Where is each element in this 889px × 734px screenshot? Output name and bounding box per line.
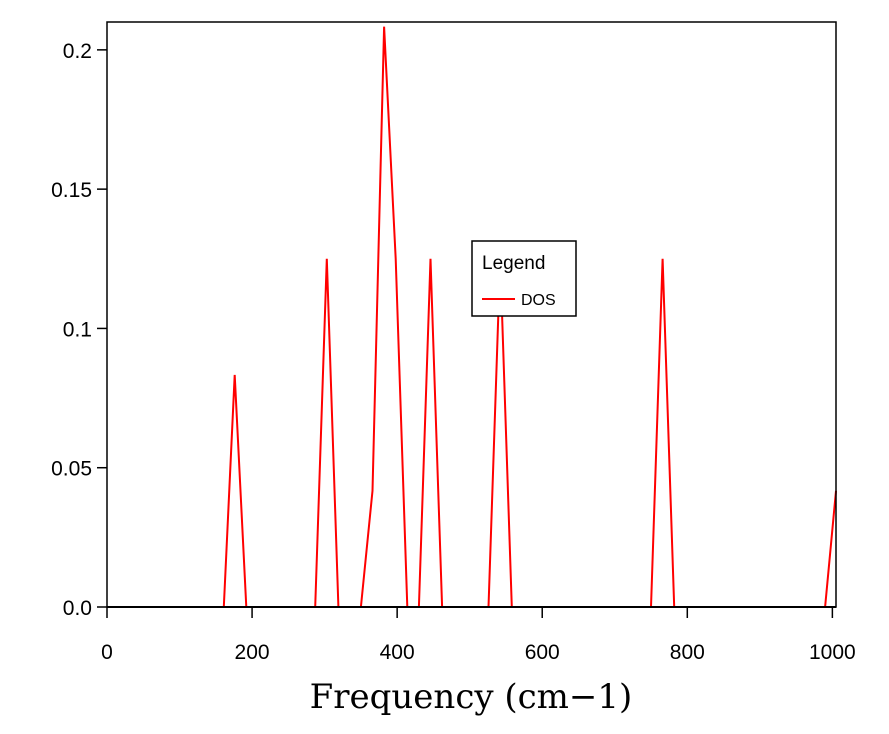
plot-frame [106, 21, 837, 608]
x-tick-label: 400 [380, 641, 415, 664]
x-tick-label: 200 [235, 641, 270, 664]
x-tick-label: 800 [670, 641, 705, 664]
x-tick-label: 600 [525, 641, 560, 664]
y-tick-label: 0.15 [51, 179, 92, 202]
legend-box [471, 240, 577, 317]
x-tick-label: 1000 [809, 641, 856, 664]
legend: Legend DOS [471, 240, 577, 317]
x-tick-label: 0 [101, 641, 113, 664]
y-tick-label: 0.05 [51, 458, 92, 481]
y-tick-label: 0.2 [63, 40, 92, 63]
y-tick-label: 0.1 [63, 318, 92, 341]
legend-label-dos: DOS [521, 292, 556, 309]
y-tick-label: 0.0 [63, 597, 92, 620]
x-axis-title: Frequency (cm−1) [310, 677, 633, 717]
legend-title: Legend [482, 253, 545, 274]
y-axis: 0.0 0.05 0.1 0.15 0.2 [51, 40, 107, 620]
x-axis: 0 200 400 600 800 1000 [101, 607, 856, 664]
